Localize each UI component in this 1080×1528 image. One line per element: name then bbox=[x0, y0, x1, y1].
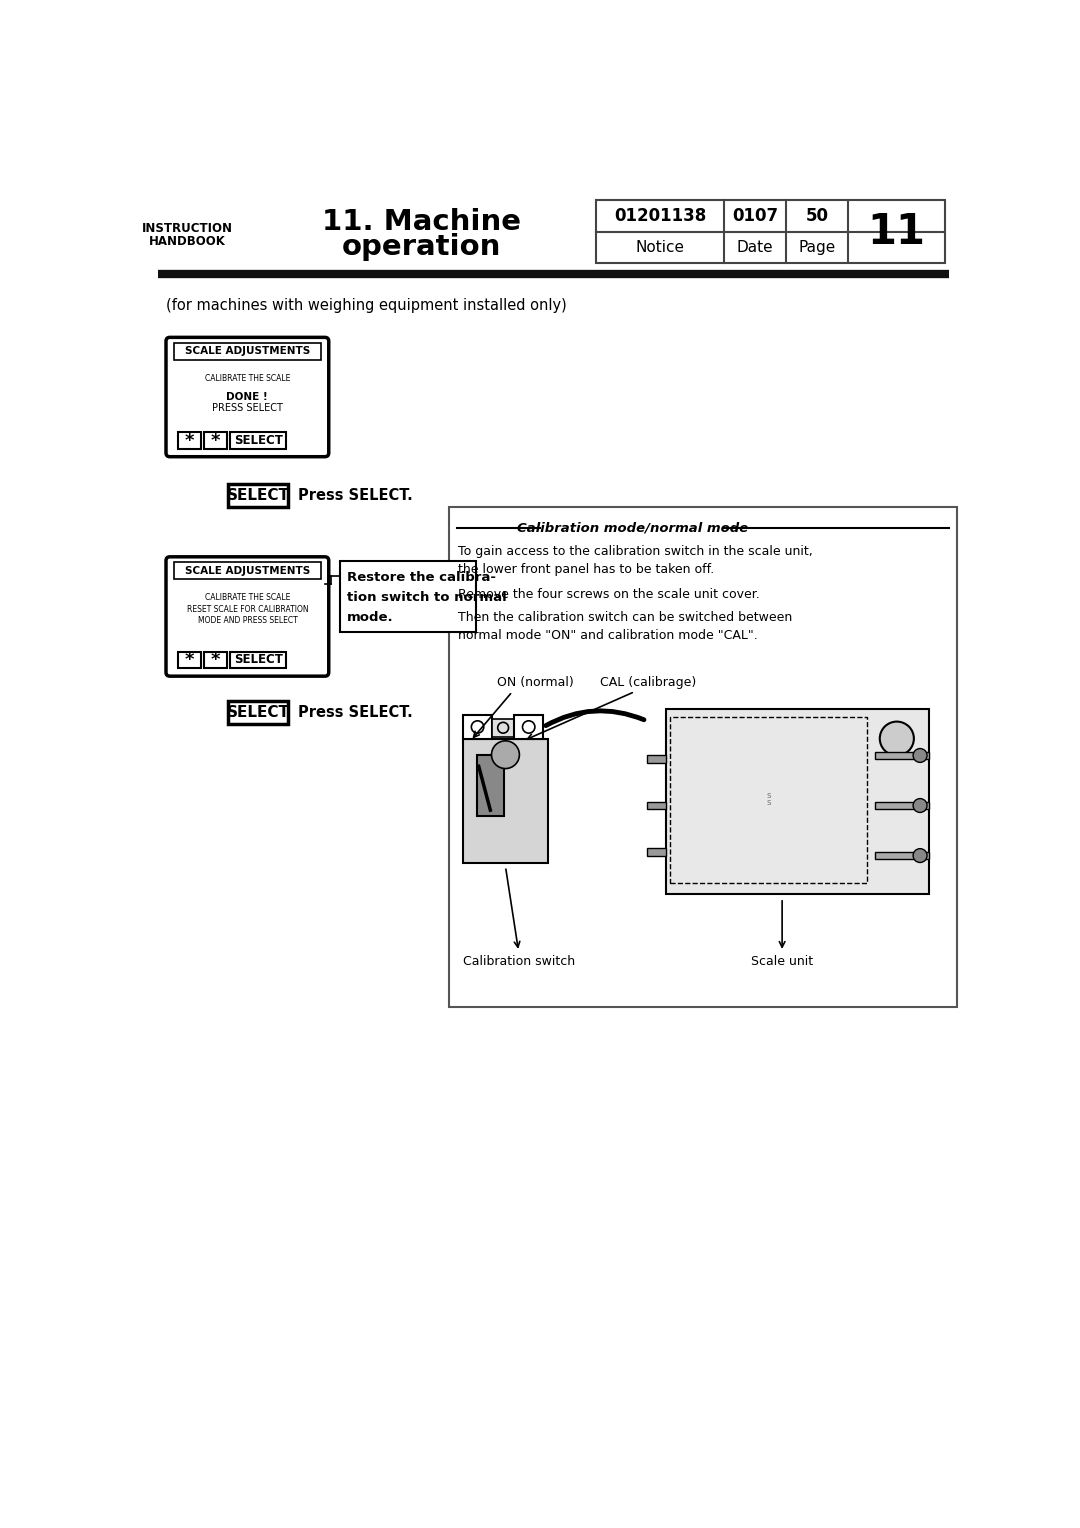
Text: 11. Machine: 11. Machine bbox=[322, 208, 522, 235]
Bar bbox=[204, 651, 227, 668]
Circle shape bbox=[913, 848, 927, 862]
Text: 50: 50 bbox=[806, 208, 828, 225]
Bar bbox=[670, 717, 867, 883]
Bar bbox=[514, 715, 543, 740]
Circle shape bbox=[913, 799, 927, 813]
Text: SELECT: SELECT bbox=[227, 487, 289, 503]
Text: Date: Date bbox=[737, 240, 773, 255]
Bar bbox=[666, 709, 930, 894]
Text: PRESS SELECT: PRESS SELECT bbox=[212, 403, 283, 413]
Text: *: * bbox=[185, 651, 194, 669]
Bar bbox=[875, 752, 930, 759]
Text: Remove the four screws on the scale unit cover.: Remove the four screws on the scale unit… bbox=[458, 588, 760, 602]
Bar bbox=[463, 715, 492, 740]
Bar bbox=[449, 507, 957, 1007]
Bar bbox=[596, 200, 945, 263]
Text: Scale unit: Scale unit bbox=[751, 955, 813, 967]
Bar bbox=[340, 561, 476, 631]
Bar bbox=[476, 755, 504, 816]
Circle shape bbox=[913, 749, 927, 762]
Text: Then the calibration switch can be switched between
normal mode "ON" and calibra: Then the calibration switch can be switc… bbox=[458, 611, 793, 642]
Text: Calibration switch: Calibration switch bbox=[462, 955, 575, 967]
Bar bbox=[204, 432, 227, 449]
Bar bbox=[228, 701, 288, 724]
Text: S
S: S S bbox=[767, 793, 771, 807]
Text: SCALE ADJUSTMENTS: SCALE ADJUSTMENTS bbox=[185, 565, 310, 576]
Bar bbox=[875, 802, 930, 810]
Text: Press SELECT.: Press SELECT. bbox=[298, 487, 413, 503]
Bar bbox=[647, 755, 666, 762]
FancyBboxPatch shape bbox=[166, 556, 328, 677]
Text: Page: Page bbox=[798, 240, 836, 255]
Text: (for machines with weighing equipment installed only): (for machines with weighing equipment in… bbox=[166, 298, 567, 313]
Bar bbox=[230, 651, 286, 668]
Text: DONE !: DONE ! bbox=[227, 391, 268, 402]
Text: CALIBRATE THE SCALE: CALIBRATE THE SCALE bbox=[205, 374, 291, 382]
Text: 0107: 0107 bbox=[732, 208, 778, 225]
Text: To gain access to the calibration switch in the scale unit,
the lower front pane: To gain access to the calibration switch… bbox=[458, 545, 813, 576]
Bar bbox=[174, 562, 321, 579]
Text: Press SELECT.: Press SELECT. bbox=[298, 704, 413, 720]
Text: ON (normal): ON (normal) bbox=[497, 675, 573, 689]
Circle shape bbox=[491, 741, 519, 769]
Bar bbox=[228, 484, 288, 507]
Text: operation: operation bbox=[342, 234, 501, 261]
Text: CALIBRATE THE SCALE: CALIBRATE THE SCALE bbox=[205, 593, 291, 602]
Text: 01201138: 01201138 bbox=[613, 208, 706, 225]
Bar bbox=[875, 851, 930, 859]
Text: SCALE ADJUSTMENTS: SCALE ADJUSTMENTS bbox=[185, 347, 310, 356]
Text: INSTRUCTION: INSTRUCTION bbox=[143, 222, 233, 234]
Text: CAL (calibrage): CAL (calibrage) bbox=[600, 675, 697, 689]
Text: RESET SCALE FOR CALIBRATION: RESET SCALE FOR CALIBRATION bbox=[187, 605, 308, 614]
Bar bbox=[492, 718, 514, 736]
Bar bbox=[647, 848, 666, 856]
Text: Calibration mode/normal mode: Calibration mode/normal mode bbox=[517, 521, 748, 535]
Bar bbox=[174, 342, 321, 359]
Text: Notice: Notice bbox=[635, 240, 685, 255]
Bar bbox=[647, 802, 666, 810]
Text: 11: 11 bbox=[867, 211, 926, 252]
Text: SELECT: SELECT bbox=[227, 704, 289, 720]
FancyArrowPatch shape bbox=[545, 711, 644, 726]
Text: *: * bbox=[185, 431, 194, 449]
Text: SELECT: SELECT bbox=[233, 654, 283, 666]
Text: Restore the calibra-
tion switch to normal
mode.: Restore the calibra- tion switch to norm… bbox=[347, 571, 507, 625]
Text: SELECT: SELECT bbox=[233, 434, 283, 448]
FancyBboxPatch shape bbox=[166, 338, 328, 457]
Bar bbox=[177, 651, 201, 668]
Text: *: * bbox=[211, 651, 220, 669]
Bar bbox=[230, 432, 286, 449]
Bar bbox=[463, 740, 548, 862]
Bar bbox=[177, 432, 201, 449]
Text: HANDBOOK: HANDBOOK bbox=[149, 235, 226, 249]
Text: *: * bbox=[211, 431, 220, 449]
Text: MODE AND PRESS SELECT: MODE AND PRESS SELECT bbox=[198, 616, 297, 625]
Circle shape bbox=[880, 721, 914, 755]
